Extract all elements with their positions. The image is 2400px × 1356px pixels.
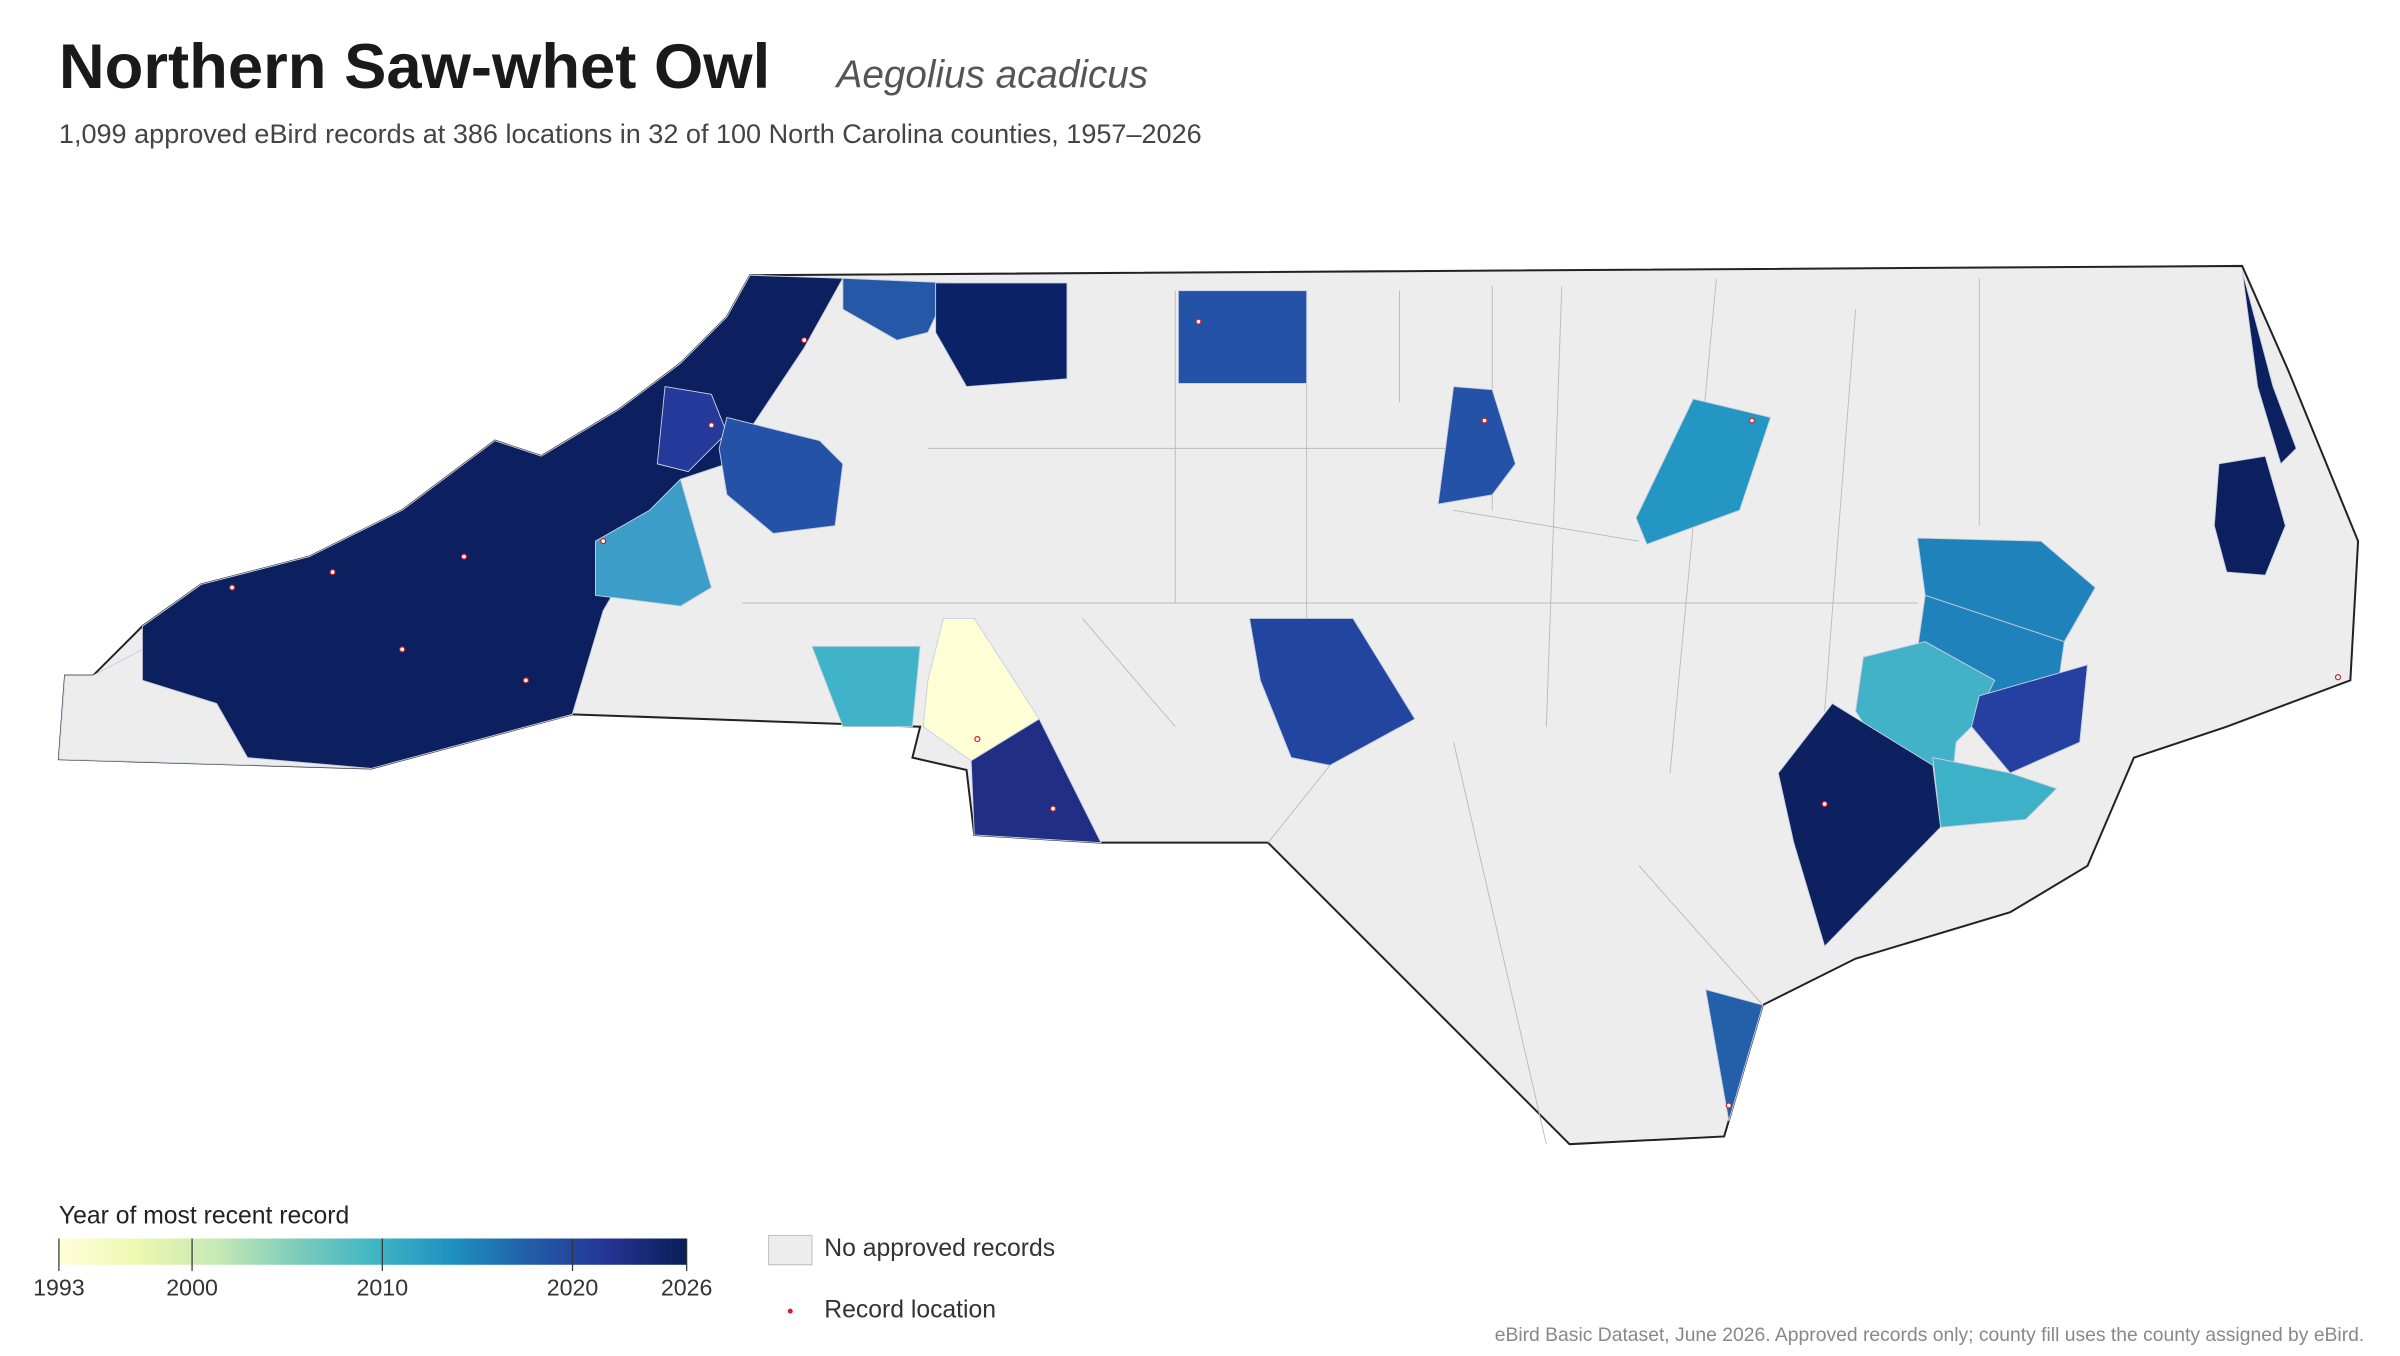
county <box>718 416 844 534</box>
record-dot <box>522 677 529 684</box>
county <box>656 386 728 473</box>
record-dot <box>801 337 808 344</box>
source-note: eBird Basic Dataset, June 2026. Approved… <box>1495 1325 2365 1346</box>
record-dot <box>460 553 468 560</box>
subtitle: 1,099 approved eBird records at 386 loca… <box>59 119 1202 149</box>
map <box>57 264 2360 1146</box>
county <box>1777 702 1942 948</box>
record-dot <box>1050 805 1057 812</box>
record-dot <box>1195 318 1202 325</box>
county <box>970 718 1102 844</box>
legend-record-location: Record location <box>824 1297 996 1324</box>
record-dot <box>399 646 406 653</box>
county <box>2241 270 2297 465</box>
record-dot <box>1748 417 1756 424</box>
county <box>594 478 712 607</box>
county <box>1705 988 1764 1122</box>
county <box>1177 290 1308 384</box>
legend-title: Year of most recent record <box>59 1202 349 1229</box>
county <box>842 277 952 341</box>
record-dot <box>329 568 336 576</box>
colorbar-tick-label: 2020 <box>547 1275 599 1301</box>
county <box>1437 386 1516 505</box>
colorbar-tick-label: 2026 <box>661 1275 713 1301</box>
record-dot <box>974 735 981 743</box>
colorbar-tick-label: 1993 <box>33 1275 85 1301</box>
county <box>1635 398 1772 545</box>
colorbar-tick-label: 2010 <box>357 1275 409 1301</box>
scientific-name: Aegolius acadicus <box>835 54 1148 97</box>
county <box>1248 618 1416 766</box>
colorbar: 1993 2000 2010 2020 2026 <box>33 1238 713 1301</box>
colorbar-tick-label: 2000 <box>166 1275 218 1301</box>
legend-dot <box>787 1308 793 1314</box>
colorbar-ramp <box>58 1238 687 1265</box>
record-dot <box>1725 1102 1732 1109</box>
county <box>1971 664 2089 774</box>
record-dot <box>1481 417 1488 424</box>
legend-no-records: No approved records <box>824 1235 1055 1262</box>
record-dot <box>228 584 236 591</box>
legend-swatch <box>768 1234 813 1266</box>
county <box>935 282 1068 388</box>
record-dot <box>1821 800 1828 808</box>
record-dot <box>708 422 715 429</box>
record-dot <box>2334 674 2342 681</box>
title: Northern Saw-whet Owl <box>59 32 770 102</box>
record-dot <box>600 538 607 545</box>
county <box>811 645 921 728</box>
record-dots <box>228 318 2342 1109</box>
county <box>2213 455 2286 576</box>
